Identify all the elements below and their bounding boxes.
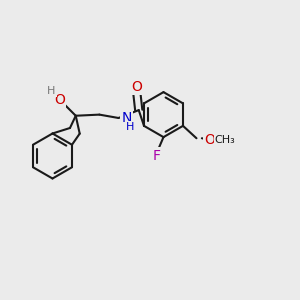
Text: O: O (131, 80, 142, 94)
Text: F: F (153, 149, 161, 163)
Text: H: H (47, 85, 56, 95)
Text: N: N (122, 111, 132, 125)
Text: O: O (204, 133, 215, 147)
Text: H: H (126, 122, 134, 133)
Text: O: O (54, 93, 65, 107)
Text: CH₃: CH₃ (214, 136, 236, 146)
